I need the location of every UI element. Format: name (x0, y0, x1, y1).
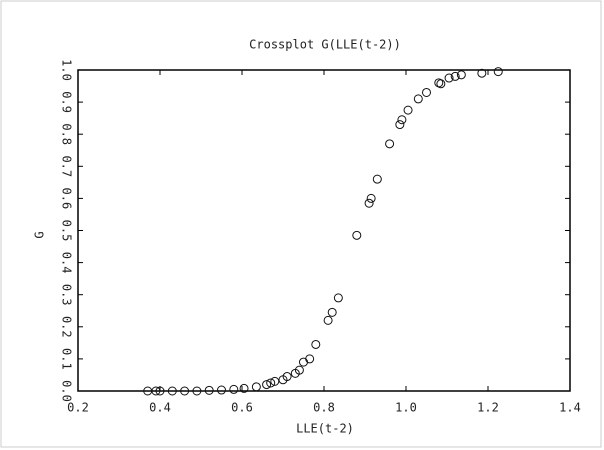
data-point (333, 293, 343, 303)
data-point (311, 339, 321, 349)
data-point (229, 384, 239, 394)
y-tick-label: 0.7 (60, 155, 74, 177)
x-tick-label: 1.2 (477, 401, 499, 415)
y-tick-label: 0.8 (60, 123, 74, 145)
data-point (444, 73, 454, 83)
x-tick-label: 0.8 (313, 401, 335, 415)
x-tick-label: 1.0 (395, 401, 417, 415)
y-tick-label: 0.2 (60, 316, 74, 338)
y-tick-label: 0.0 (60, 380, 74, 402)
data-point (456, 70, 466, 80)
data-point (180, 386, 190, 396)
x-tick-label: 0.2 (67, 401, 89, 415)
data-point (395, 120, 405, 130)
data-point (239, 383, 249, 393)
x-axis-label: LLE(t-2) (296, 422, 354, 436)
data-point (366, 193, 376, 203)
y-tick-label: 0.4 (60, 252, 74, 274)
data-point (251, 382, 261, 392)
data-point (364, 198, 374, 208)
x-tick-label: 0.4 (149, 401, 171, 415)
data-point (217, 385, 226, 395)
data-point (192, 386, 202, 396)
data-point (352, 230, 362, 240)
y-tick-label: 0.5 (60, 220, 74, 242)
data-point (477, 68, 487, 78)
data-point (167, 386, 177, 396)
data-point (327, 307, 337, 317)
data-point (436, 79, 446, 89)
data-point (413, 94, 423, 104)
data-point (403, 105, 413, 115)
data-point (450, 71, 460, 81)
data-point (385, 139, 395, 149)
data-point (204, 385, 214, 395)
y-tick-label: 0.3 (60, 284, 74, 306)
x-tick-label: 1.4 (559, 401, 581, 415)
data-point (262, 380, 272, 390)
data-point (294, 365, 304, 375)
y-axis-label: G (33, 231, 47, 238)
data-point (155, 386, 165, 396)
y-tick-label: 0.6 (60, 188, 74, 210)
data-point (266, 378, 276, 388)
data-point (434, 78, 444, 88)
data-point (397, 115, 407, 125)
data-point (151, 386, 161, 396)
x-tick-label: 0.6 (231, 401, 253, 415)
y-tick-label: 0.9 (60, 91, 74, 113)
data-point (372, 174, 382, 184)
data-point (323, 315, 333, 325)
data-point (422, 87, 431, 97)
y-tick-label: 0.1 (60, 348, 74, 370)
chart-title: Crossplot G(LLE(t-2)) (249, 38, 401, 52)
y-tick-label: 1.0 (60, 59, 74, 81)
data-point (305, 354, 315, 364)
data-point (493, 67, 503, 77)
data-point (282, 372, 292, 382)
